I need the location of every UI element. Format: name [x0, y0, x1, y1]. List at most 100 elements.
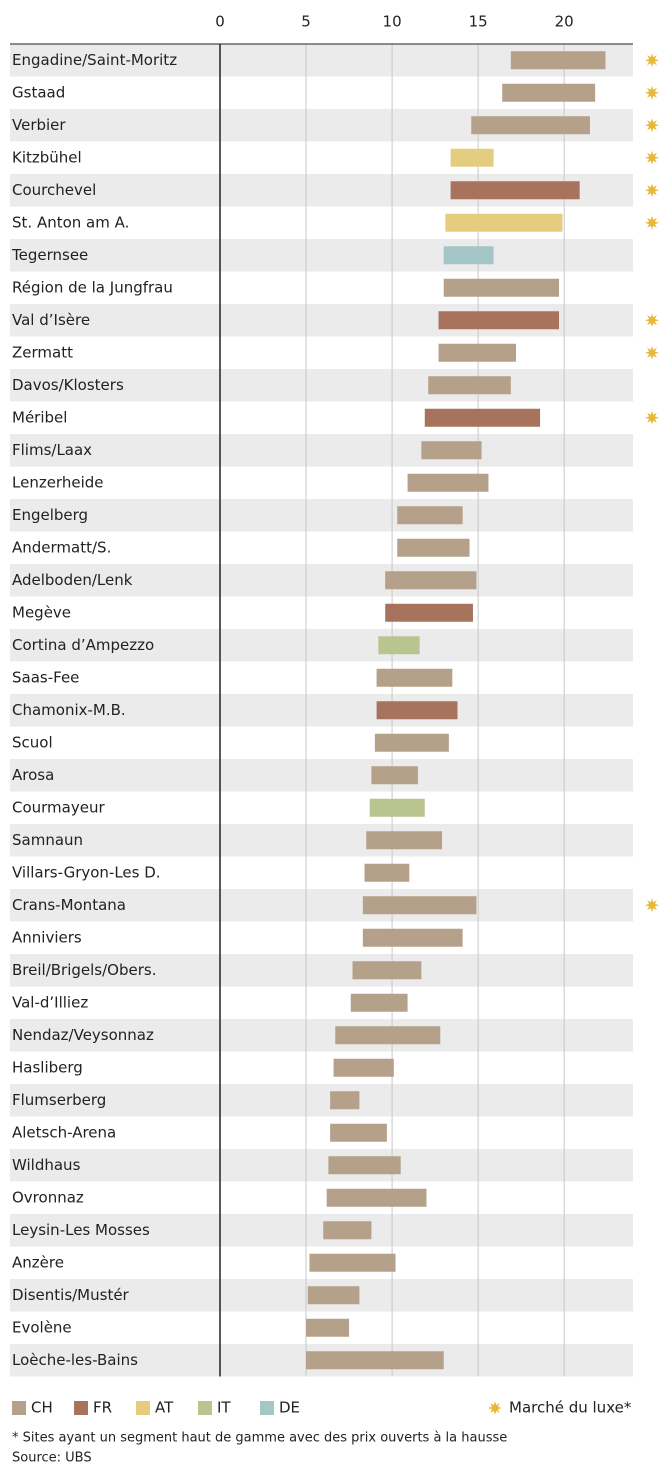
range-bar — [307, 1286, 360, 1305]
category-label: Engadine/Saint-Moritz — [12, 51, 177, 69]
range-bar — [471, 116, 590, 135]
category-label: Davos/Klosters — [12, 376, 124, 394]
category-label: Chamonix-M.B. — [12, 701, 126, 719]
category-label: Aletsch-Arena — [12, 1123, 116, 1141]
range-bar — [443, 246, 494, 265]
luxury-star — [645, 53, 659, 68]
category-label: St. Anton am A. — [12, 213, 129, 231]
category-label: Villars-Gryon-Les D. — [12, 863, 161, 881]
category-label: Scuol — [12, 733, 53, 751]
luxury-star — [645, 898, 659, 913]
x-tick-label: 10 — [383, 13, 402, 31]
range-bar — [407, 473, 489, 492]
range-bar — [306, 1318, 350, 1337]
range-bar — [323, 1221, 372, 1240]
range-bar — [445, 213, 563, 232]
category-label: Flumserberg — [12, 1091, 106, 1109]
luxury-star — [645, 85, 659, 100]
range-bar — [443, 278, 560, 297]
range-bar — [371, 766, 418, 785]
luxury-star — [645, 345, 659, 360]
category-label: Breil/Brigels/Obers. — [12, 961, 156, 979]
range-bar — [438, 343, 516, 362]
category-label: Anzère — [12, 1253, 64, 1271]
category-label: Disentis/Mustér — [12, 1286, 130, 1304]
row-stripe — [10, 629, 633, 662]
row-stripe — [10, 694, 633, 727]
source: Source: UBS — [12, 1451, 92, 1466]
x-tick-label: 5 — [301, 13, 311, 31]
luxury-star — [645, 118, 659, 133]
category-label: Arosa — [12, 766, 54, 784]
row-stripe — [10, 759, 633, 792]
legend-label: IT — [217, 1399, 231, 1417]
row-stripe — [10, 369, 633, 402]
range-bar — [330, 1123, 387, 1142]
legend-swatch — [260, 1401, 274, 1415]
category-label: Tegernsee — [11, 246, 88, 264]
range-bar — [510, 51, 606, 70]
range-bar — [333, 1058, 394, 1077]
range-bar — [397, 506, 463, 525]
luxury-star — [645, 150, 659, 165]
category-label: Val d’Isère — [12, 311, 90, 329]
category-label: Gstaad — [12, 83, 65, 101]
category-label: Crans-Montana — [12, 896, 126, 914]
range-bar — [326, 1188, 427, 1207]
category-label: Lenzerheide — [12, 473, 104, 491]
row-stripe — [10, 1214, 633, 1247]
row-stripe — [10, 1149, 633, 1182]
category-label: Zermatt — [12, 343, 73, 361]
category-label: Wildhaus — [12, 1156, 81, 1174]
range-bar — [428, 376, 511, 395]
range-bar — [374, 733, 449, 752]
row-stripe — [10, 889, 633, 922]
category-label: Anniviers — [12, 928, 82, 946]
x-tick-label: 15 — [469, 13, 488, 31]
range-bar — [309, 1253, 396, 1272]
category-label: Adelboden/Lenk — [12, 571, 133, 589]
range-bar — [335, 1026, 441, 1045]
range-bar — [376, 701, 458, 720]
luxury-star — [645, 215, 659, 230]
row-stripe — [10, 434, 633, 467]
legend-swatch — [198, 1401, 212, 1415]
category-label: Leysin-Les Mosses — [12, 1221, 150, 1239]
row-stripe — [10, 239, 633, 272]
range-bar — [502, 83, 596, 102]
legend-label: CH — [31, 1399, 53, 1417]
luxury-star — [645, 183, 659, 198]
range-bar — [450, 181, 580, 200]
row-stripe — [10, 499, 633, 532]
range-bar — [397, 538, 470, 557]
range-bar — [378, 636, 420, 655]
x-tick-label: 20 — [555, 13, 574, 31]
category-label: Hasliberg — [12, 1058, 83, 1076]
luxury-star — [645, 410, 659, 425]
legend-swatch — [12, 1401, 26, 1415]
category-label: Andermatt/S. — [12, 538, 111, 556]
category-label: Val-d’Illiez — [12, 993, 88, 1011]
category-label: Saas-Fee — [12, 668, 79, 686]
category-label: Megève — [12, 603, 71, 621]
row-stripe — [10, 954, 633, 987]
range-bar — [328, 1156, 401, 1175]
range-bar — [362, 928, 463, 947]
luxury-star — [488, 1401, 502, 1415]
range-bar — [330, 1091, 360, 1110]
category-label: Engelberg — [12, 506, 88, 524]
range-bar — [376, 668, 453, 687]
luxury-star — [645, 313, 659, 328]
row-stripe — [10, 824, 633, 857]
row-stripe — [10, 1019, 633, 1052]
range-bar — [350, 993, 408, 1012]
category-label: Ovronnaz — [12, 1188, 84, 1206]
legend-swatch — [74, 1401, 88, 1415]
range-bar — [424, 408, 541, 427]
range-bar — [366, 831, 442, 850]
legend-swatch — [136, 1401, 150, 1415]
range-bar — [385, 571, 477, 590]
range-bar — [421, 441, 482, 460]
